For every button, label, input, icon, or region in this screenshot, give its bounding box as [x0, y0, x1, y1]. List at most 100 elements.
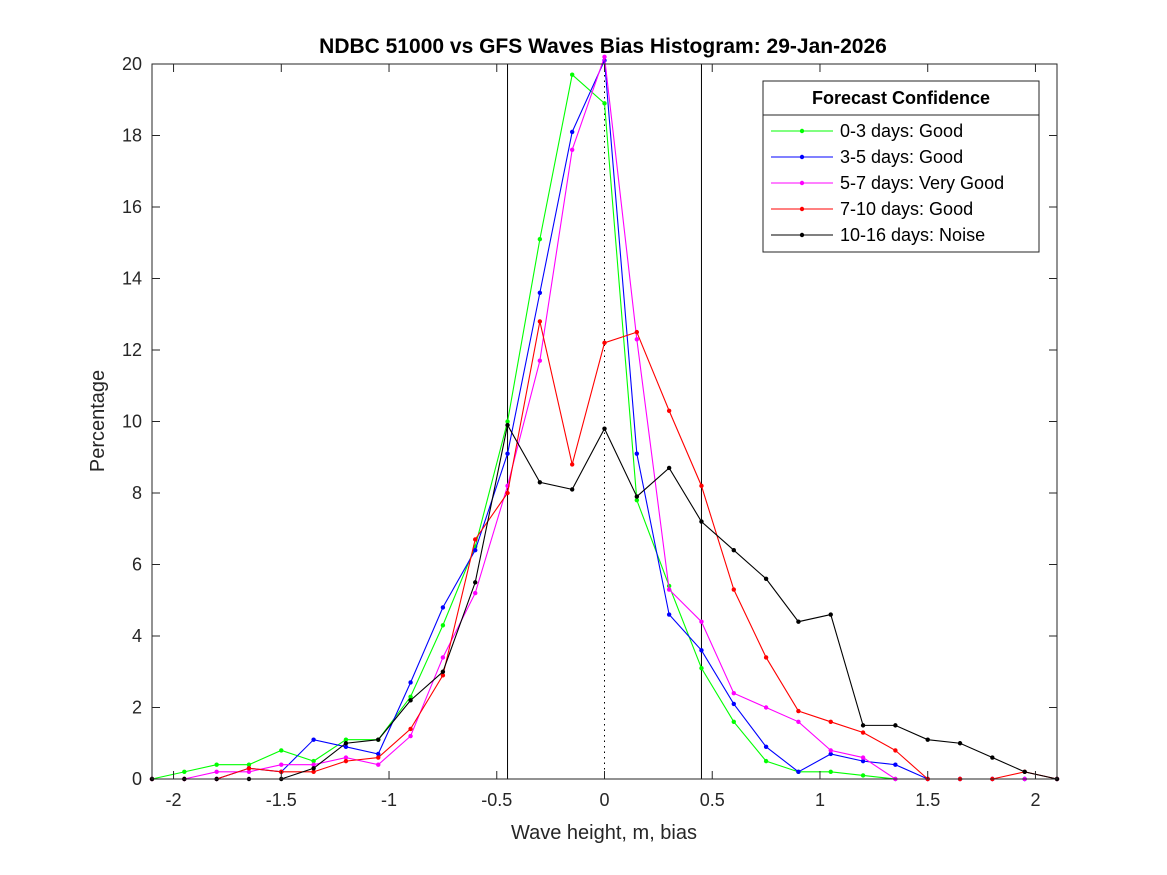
data-point [408, 680, 413, 685]
data-point [860, 755, 866, 760]
data-point [860, 758, 866, 764]
y-tick-label: 2 [132, 698, 142, 718]
data-point [246, 769, 252, 775]
data-point [602, 101, 607, 106]
data-point [440, 655, 446, 660]
y-tick-label: 0 [132, 769, 142, 789]
data-point [537, 480, 543, 485]
data-point [957, 741, 963, 746]
data-point [796, 619, 801, 624]
legend-item-5: 10-16 days: Noise [771, 225, 985, 245]
data-point [925, 737, 930, 742]
data-point [731, 691, 736, 696]
legend-label: 10-16 days: Noise [840, 225, 985, 245]
legend-marker [799, 128, 805, 134]
data-point [537, 236, 543, 242]
x-tick-label: 0 [599, 790, 609, 810]
data-point [473, 580, 478, 585]
legend-label: 7-10 days: Good [840, 199, 973, 219]
legend-marker [799, 154, 805, 160]
data-point [699, 619, 704, 624]
data-point [182, 769, 187, 775]
data-point [731, 701, 736, 707]
legend-label: 3-5 days: Good [840, 147, 963, 167]
y-tick-label: 8 [132, 483, 142, 503]
legend-marker [799, 232, 805, 238]
x-axis-label: Wave height, m, bias [511, 822, 697, 844]
data-point [311, 762, 316, 767]
data-point [828, 748, 833, 753]
x-tick-label: 1.5 [915, 790, 940, 810]
data-point [893, 762, 898, 767]
data-point [376, 737, 381, 742]
data-point [763, 576, 769, 581]
chart-title: NDBC 51000 vs GFS Waves Bias Histogram: … [319, 35, 887, 58]
data-point [505, 490, 510, 496]
data-point [763, 744, 769, 750]
data-point [505, 419, 510, 424]
data-point [796, 719, 801, 724]
y-axis-label: Percentage [87, 370, 109, 472]
data-point [311, 769, 316, 775]
data-point [699, 665, 704, 671]
y-tick-label: 20 [122, 54, 142, 74]
data-point [602, 54, 607, 60]
legend-label: 5-7 days: Very Good [840, 173, 1004, 193]
data-point [343, 737, 349, 742]
data-point [473, 537, 478, 542]
data-point [666, 612, 672, 617]
legend-item-2: 3-5 days: Good [771, 147, 963, 167]
y-tick-label: 16 [122, 197, 142, 217]
data-point [990, 755, 995, 760]
data-point [893, 748, 898, 753]
data-point [634, 329, 640, 335]
legend-item-3: 5-7 days: Very Good [771, 173, 1004, 193]
data-point [408, 733, 413, 739]
data-point [440, 673, 446, 678]
data-point [214, 769, 219, 775]
data-point [440, 623, 446, 628]
data-point [699, 519, 704, 524]
y-tick-label: 18 [122, 126, 142, 146]
data-point [569, 147, 575, 152]
legend-box [762, 80, 1040, 253]
legend-label: 0-3 days: Good [840, 121, 963, 141]
data-point [763, 655, 769, 660]
x-tick-label: -0.5 [481, 790, 512, 810]
data-point [828, 769, 833, 775]
data-point [537, 358, 543, 363]
y-tick-label: 12 [122, 340, 142, 360]
data-point [860, 730, 866, 735]
series-layer [149, 54, 1060, 782]
data-point [408, 726, 413, 732]
data-point [473, 590, 478, 596]
data-point [828, 612, 833, 617]
data-point [893, 723, 898, 728]
data-point [634, 337, 640, 342]
data-point [537, 319, 543, 324]
data-point [569, 487, 575, 492]
data-point [311, 758, 316, 764]
data-point [473, 548, 478, 553]
data-point [828, 751, 833, 757]
x-tick-label: -1 [381, 790, 397, 810]
data-point [666, 465, 672, 471]
data-point [796, 769, 801, 775]
data-point [602, 340, 607, 346]
y-tick-label: 4 [132, 626, 142, 646]
data-point [763, 758, 769, 764]
legend-marker [799, 180, 805, 186]
y-tick-label: 10 [122, 412, 142, 432]
data-point [796, 708, 801, 714]
data-point [408, 694, 413, 699]
data-point [699, 648, 704, 653]
legend-marker [799, 206, 805, 212]
y-tick-label: 6 [132, 555, 142, 575]
legend-title: Forecast Confidence [812, 88, 990, 108]
data-point [569, 462, 575, 467]
data-point [440, 605, 446, 610]
data-point [343, 758, 349, 764]
data-point [505, 451, 510, 456]
